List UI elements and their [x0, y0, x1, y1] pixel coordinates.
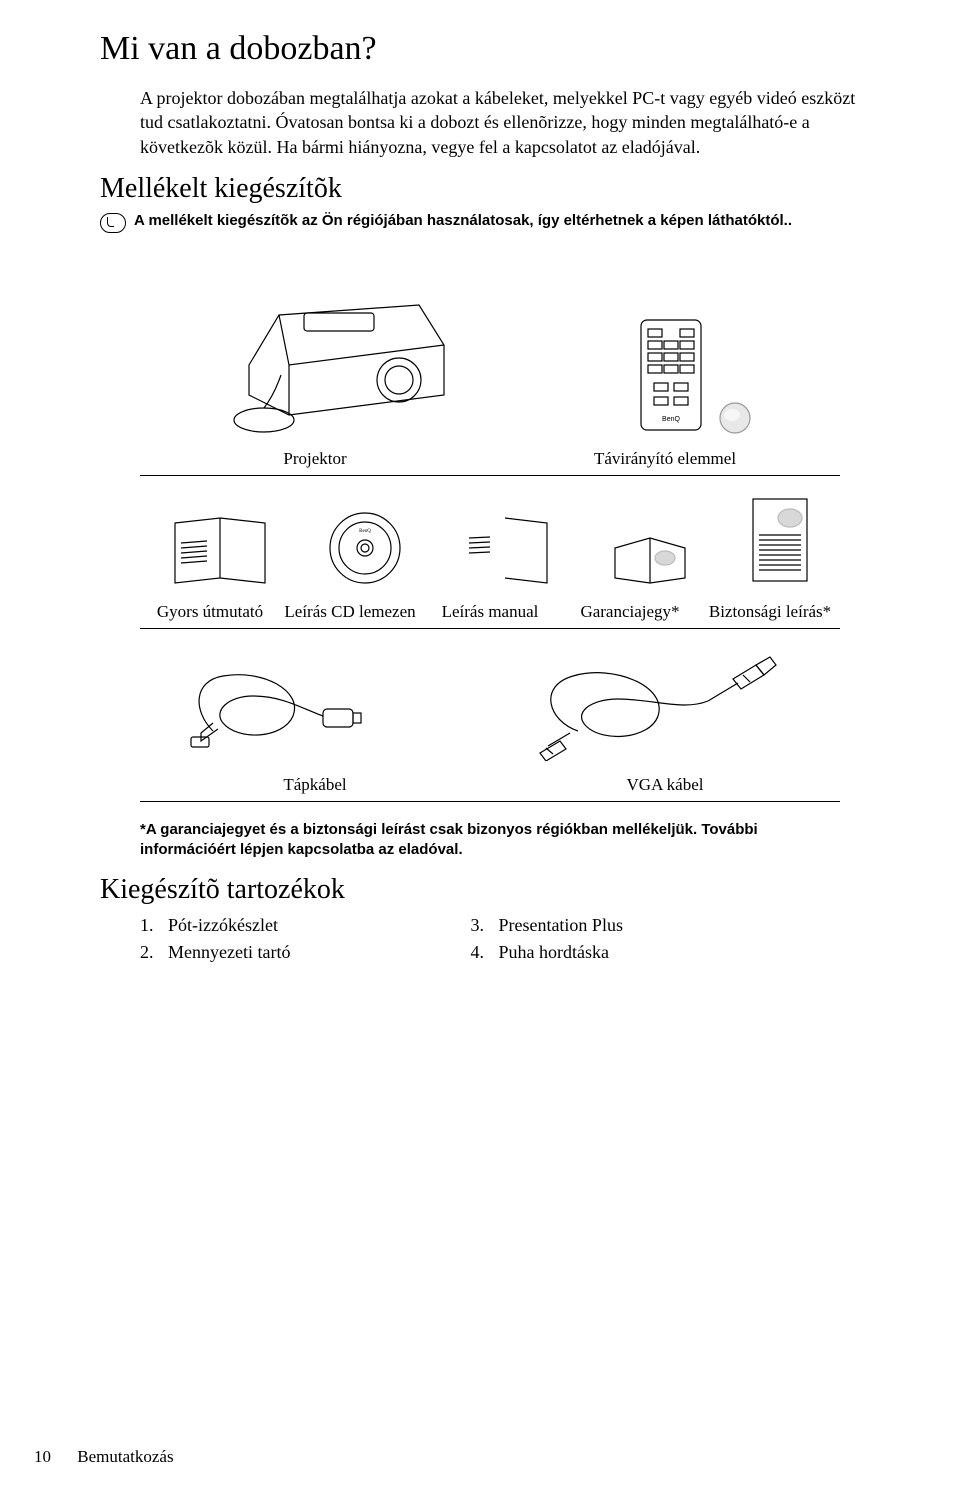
row3-images: [140, 629, 840, 769]
optional-col-2: 3.Presentation Plus 4.Puha hordtáska: [470, 912, 623, 966]
projector-illustration: [229, 265, 459, 435]
power-cable-illustration: [183, 641, 433, 761]
manual-label: Leírás manual: [420, 602, 560, 622]
cd-label: Leírás CD lemezen: [280, 602, 420, 622]
safety-illustration: [745, 493, 815, 588]
row2-images: BenQ: [140, 476, 840, 596]
battery-illustration: [718, 401, 752, 435]
optional-col-1: 1.Pót-izzókészlet 2.Mennyezeti tartó: [140, 912, 290, 966]
footnote: *A garanciajegyet és a biztonsági leírás…: [140, 820, 840, 861]
accessories-table: BenQ Projektor Távirányító elemmel: [140, 253, 840, 802]
safety-label: Biztonsági leírás*: [700, 602, 840, 622]
page-number: 10: [34, 1447, 51, 1466]
intro-paragraph: A projektor dobozában megtalálhatja azok…: [140, 86, 880, 159]
row3-labels: Tápkábel VGA kábel: [140, 769, 840, 802]
note-text: A mellékelt kiegészítõk az Ön régiójában…: [134, 211, 792, 231]
projector-label: Projektor: [140, 449, 490, 469]
warranty-illustration: [605, 528, 695, 588]
vga-cable-label: VGA kábel: [490, 775, 840, 795]
row1-images: BenQ: [140, 253, 840, 443]
svg-text:BenQ: BenQ: [359, 529, 371, 534]
hand-note-icon: [100, 213, 126, 233]
manual-illustration: [455, 508, 555, 588]
warranty-label: Garanciajegy*: [560, 602, 700, 622]
section-accessories-title: Mellékelt kiegészítõk: [100, 173, 880, 205]
remote-label: Távirányító elemmel: [490, 449, 840, 469]
remote-illustration: BenQ: [636, 315, 706, 435]
page-title: Mi van a dobozban?: [100, 30, 880, 68]
power-cable-label: Tápkábel: [140, 775, 490, 795]
optional-item-3: Presentation Plus: [498, 915, 623, 935]
svg-text:BenQ: BenQ: [662, 416, 680, 423]
page-footer: 10 Bemutatkozás: [34, 1447, 174, 1467]
note-row: A mellékelt kiegészítõk az Ön régiójában…: [100, 211, 880, 233]
cd-illustration: BenQ: [325, 508, 405, 588]
section-optional-title: Kiegészítõ tartozékok: [100, 874, 880, 906]
optional-item-4: Puha hordtáska: [498, 942, 608, 962]
vga-cable-illustration: [518, 641, 798, 761]
row2-labels: Gyors útmutató Leírás CD lemezen Leírás …: [140, 596, 840, 629]
quickstart-illustration: [165, 508, 275, 588]
optional-list: 1.Pót-izzókészlet 2.Mennyezeti tartó 3.P…: [140, 912, 880, 966]
optional-item-2: Mennyezeti tartó: [168, 942, 290, 962]
quickstart-label: Gyors útmutató: [140, 602, 280, 622]
row1-labels: Projektor Távirányító elemmel: [140, 443, 840, 476]
optional-item-1: Pót-izzókészlet: [168, 915, 278, 935]
chapter-name: Bemutatkozás: [77, 1447, 173, 1466]
